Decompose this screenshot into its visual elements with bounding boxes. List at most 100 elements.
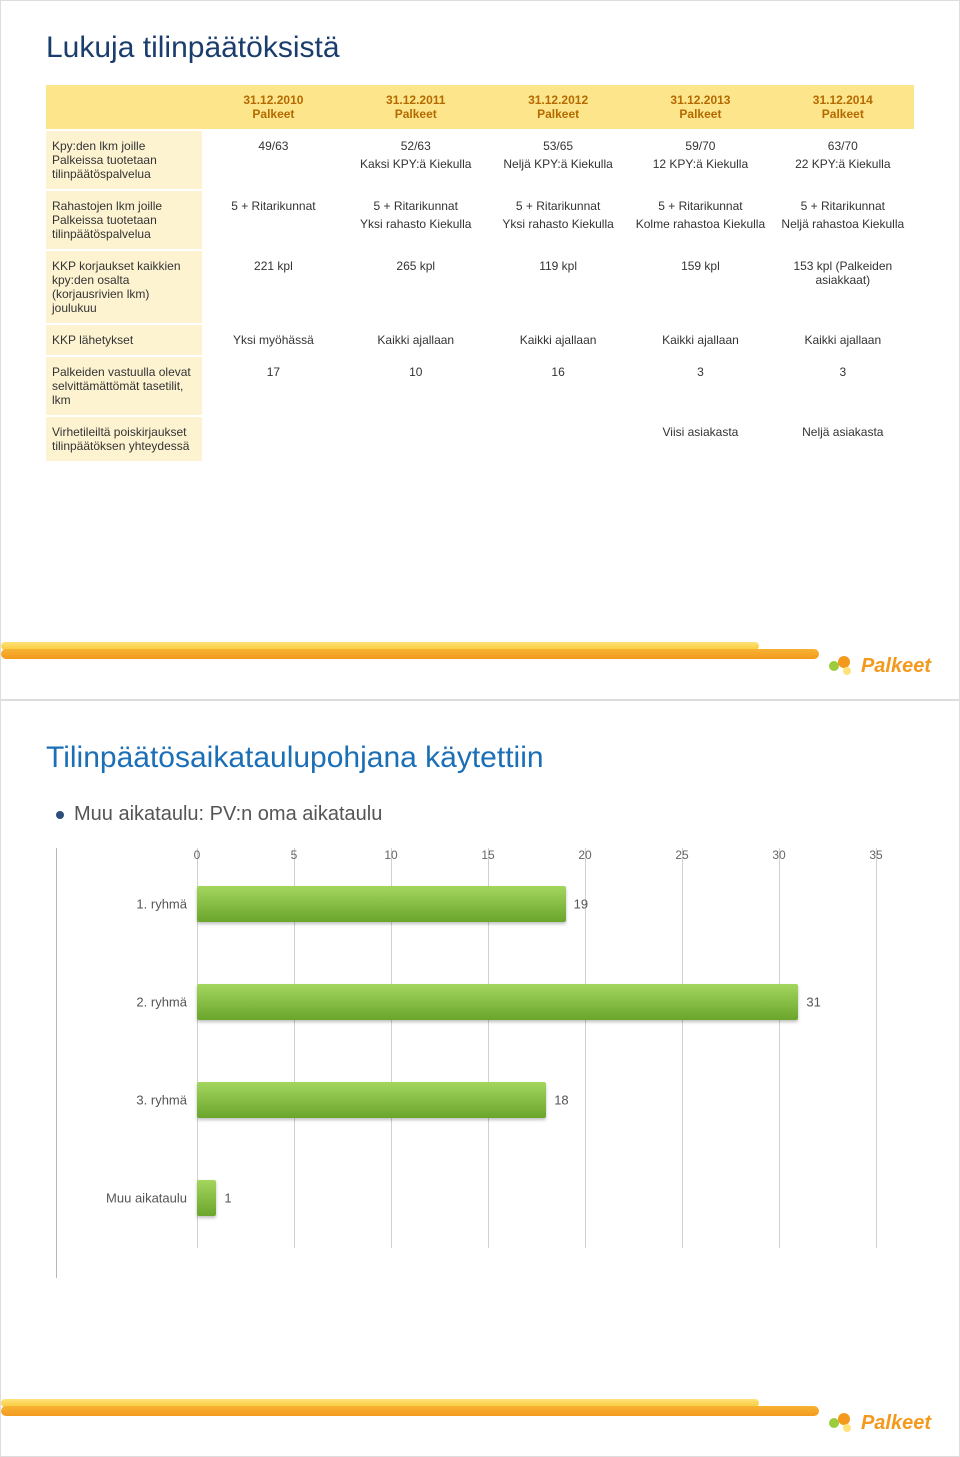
cell: 10 xyxy=(345,356,487,416)
bar-value-label: 31 xyxy=(806,995,820,1010)
table-row: Palkeiden vastuulla olevat selvittämättö… xyxy=(46,356,914,416)
bar-chart: 051015202530351. ryhmä192. ryhmä313. ryh… xyxy=(56,848,876,1278)
chart-plot: 051015202530351. ryhmä192. ryhmä313. ryh… xyxy=(197,878,876,1248)
cell: 16 xyxy=(487,356,629,416)
footer-bar xyxy=(1,639,959,663)
bar-value-label: 18 xyxy=(554,1093,568,1108)
cell-value: 49/63 xyxy=(208,139,338,153)
cell: 3 xyxy=(772,356,914,416)
col-header: 31.12.2013Palkeet xyxy=(629,84,771,130)
cell-value: 153 kpl (Palkeiden asiakkaat) xyxy=(778,259,908,287)
cell-value: 119 kpl xyxy=(493,259,623,273)
cell: 221 kpl xyxy=(202,250,344,324)
cell-sub: Yksi rahasto Kiekulla xyxy=(351,217,481,231)
bar-fill xyxy=(197,1082,546,1118)
cell: 49/63 xyxy=(202,130,344,190)
cell: 265 kpl xyxy=(345,250,487,324)
data-table: 31.12.2010Palkeet31.12.2011Palkeet31.12.… xyxy=(46,83,914,461)
cell: 52/63 Kaksi KPY:ä Kiekulla xyxy=(345,130,487,190)
x-tick-label: 5 xyxy=(291,848,298,862)
col-header: 31.12.2010Palkeet xyxy=(202,84,344,130)
cell-value: Kaikki ajallaan xyxy=(778,333,908,347)
footer-logo-2: Palkeet xyxy=(829,1410,931,1436)
cell-value: 221 kpl xyxy=(208,259,338,273)
col-header-line2: Palkeet xyxy=(635,107,765,121)
col-header-line2: Palkeet xyxy=(351,107,481,121)
bar-fill xyxy=(197,886,566,922)
cell-value: 59/70 xyxy=(635,139,765,153)
cell: Kaikki ajallaan xyxy=(629,324,771,356)
bullet-row: Muu aikataulu: PV:n oma aikataulu xyxy=(56,803,914,826)
cell-value: 5 + Ritarikunnat xyxy=(351,199,481,213)
table-row: Virhetileiltä poiskirjaukset tilinpäätök… xyxy=(46,416,914,461)
cell: Yksi myöhässä xyxy=(202,324,344,356)
cell-value: 3 xyxy=(635,365,765,379)
chart-row: Muu aikataulu1 xyxy=(197,1172,876,1224)
cell-value: 17 xyxy=(208,365,338,379)
row-head: Kpy:den lkm joille Palkeissa tuotetaan t… xyxy=(46,130,202,190)
chart-row: 2. ryhmä31 xyxy=(197,976,876,1028)
cell: Viisi asiakasta xyxy=(629,416,771,461)
category-label: 3. ryhmä xyxy=(57,1093,187,1108)
bar-value-label: 1 xyxy=(224,1191,231,1206)
bar xyxy=(197,1180,216,1216)
cell: 5 + RitarikunnatYksi rahasto Kiekulla xyxy=(487,190,629,250)
chart-row: 1. ryhmä19 xyxy=(197,878,876,930)
col-header: 31.12.2011Palkeet xyxy=(345,84,487,130)
x-tick-label: 25 xyxy=(675,848,688,862)
cell-sub: Yksi rahasto Kiekulla xyxy=(493,217,623,231)
table-row: Rahastojen lkm joille Palkeissa tuotetaa… xyxy=(46,190,914,250)
cell-value: 53/65 xyxy=(493,139,623,153)
bar-fill xyxy=(197,984,798,1020)
cell-value: 3 xyxy=(778,365,908,379)
cell: Kaikki ajallaan xyxy=(345,324,487,356)
cell-sub: Kolme rahastoa Kiekulla xyxy=(635,217,765,231)
col-header-line1: 31.12.2011 xyxy=(351,93,481,107)
cell xyxy=(345,416,487,461)
category-label: Muu aikataulu xyxy=(57,1191,187,1206)
category-label: 1. ryhmä xyxy=(57,897,187,912)
cell-value: 16 xyxy=(493,365,623,379)
cell: 53/65 Neljä KPY:ä Kiekulla xyxy=(487,130,629,190)
cell-value: 5 + Ritarikunnat xyxy=(208,199,338,213)
x-tick-label: 20 xyxy=(578,848,591,862)
x-tick-label: 10 xyxy=(384,848,397,862)
gridline xyxy=(876,848,877,1248)
cell: Kaikki ajallaan xyxy=(772,324,914,356)
cell-value: Yksi myöhässä xyxy=(208,333,338,347)
cell: 59/7012 KPY:ä Kiekulla xyxy=(629,130,771,190)
cell: Kaikki ajallaan xyxy=(487,324,629,356)
cell-value: Neljä asiakasta xyxy=(778,425,908,439)
x-tick-label: 15 xyxy=(481,848,494,862)
cell-sub: Neljä KPY:ä Kiekulla xyxy=(493,157,623,171)
footer-bar-2 xyxy=(1,1396,959,1420)
header-blank xyxy=(46,84,202,130)
cell: 3 xyxy=(629,356,771,416)
bar xyxy=(197,1082,546,1118)
col-header-line1: 31.12.2014 xyxy=(778,93,908,107)
table-body: Kpy:den lkm joille Palkeissa tuotetaan t… xyxy=(46,130,914,461)
cell-value: 52/63 xyxy=(351,139,481,153)
bar xyxy=(197,886,566,922)
cell-sub: 22 KPY:ä Kiekulla xyxy=(778,157,908,171)
row-head: KKP lähetykset xyxy=(46,324,202,356)
cell-sub: Neljä rahastoa Kiekulla xyxy=(778,217,908,231)
footer-logo: Palkeet xyxy=(829,653,931,679)
slide2-title: Tilinpäätösaikataulupohjana käytettiin xyxy=(46,741,914,775)
x-tick-label: 35 xyxy=(869,848,882,862)
cell: 5 + Ritarikunnat Yksi rahasto Kiekulla xyxy=(345,190,487,250)
cell: 159 kpl xyxy=(629,250,771,324)
cell-value: Viisi asiakasta xyxy=(635,425,765,439)
cell-value: 5 + Ritarikunnat xyxy=(635,199,765,213)
cell-value: Kaikki ajallaan xyxy=(635,333,765,347)
bar-value-label: 19 xyxy=(574,897,588,912)
col-header-line2: Palkeet xyxy=(778,107,908,121)
cell-sub: Kaksi KPY:ä Kiekulla xyxy=(351,157,481,171)
bullet-icon xyxy=(56,811,64,819)
row-head: Palkeiden vastuulla olevat selvittämättö… xyxy=(46,356,202,416)
cell-value: Kaikki ajallaan xyxy=(493,333,623,347)
footer-stripe-orange-2 xyxy=(1,1406,819,1416)
col-header-line2: Palkeet xyxy=(208,107,338,121)
slide1-title: Lukuja tilinpäätöksistä xyxy=(46,31,914,65)
col-header: 31.12.2012Palkeet xyxy=(487,84,629,130)
